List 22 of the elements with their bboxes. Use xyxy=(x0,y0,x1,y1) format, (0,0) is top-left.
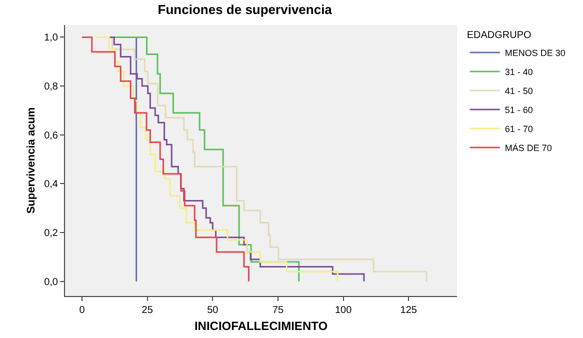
x-tick-label: 100 xyxy=(334,305,352,316)
legend-label: 51 - 60 xyxy=(504,105,533,116)
x-tick-label: 125 xyxy=(400,305,418,316)
x-tick-label: 50 xyxy=(207,305,219,316)
y-tick-label: 0,6 xyxy=(44,130,58,142)
legend-label: 41 - 50 xyxy=(504,86,533,96)
x-tick-label: 25 xyxy=(142,305,154,316)
y-tick-label: 1,0 xyxy=(44,32,58,44)
y-tick-label: 0,4 xyxy=(44,179,58,190)
legend-title: EDADGRUPO xyxy=(466,30,532,41)
y-tick-label: 0,0 xyxy=(44,276,58,288)
legend-label: 31 - 40 xyxy=(504,67,533,78)
x-tick-label: 75 xyxy=(272,305,284,316)
chart-title: Funciones de supervivencia xyxy=(158,2,333,18)
x-axis-title: INICIOFALLECIMIENTO xyxy=(194,318,328,333)
legend-label: MÁS DE 70 xyxy=(504,143,552,154)
legend-label: 61 - 70 xyxy=(504,124,533,134)
legend-label: MENOS DE 30 xyxy=(504,48,566,58)
y-tick-label: 0,8 xyxy=(44,82,58,93)
y-tick-label: 0,2 xyxy=(44,228,58,240)
x-tick-label: 0 xyxy=(79,305,86,316)
y-axis-title: Supervivencia acum xyxy=(26,107,38,214)
